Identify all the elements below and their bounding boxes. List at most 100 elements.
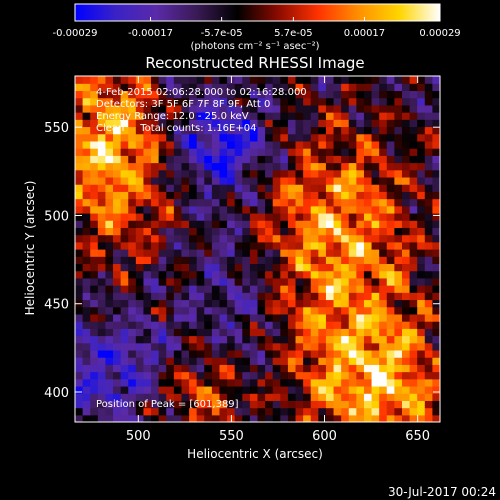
heatmap-cell (394, 162, 403, 171)
heatmap-cell (310, 364, 319, 373)
heatmap-cell (318, 119, 327, 128)
heatmap-cell (394, 414, 403, 422)
heatmap-cell (386, 176, 395, 185)
heatmap-cell (341, 76, 350, 84)
heatmap-cell (280, 342, 289, 351)
heatmap-cell (181, 292, 190, 301)
heatmap-cell (341, 335, 350, 344)
heatmap-cell (371, 393, 380, 401)
heatmap-cell (189, 270, 198, 279)
heatmap-cell (325, 83, 335, 92)
heatmap-cell (265, 270, 274, 279)
heatmap-cell (227, 227, 236, 236)
heatmap-cell (303, 90, 312, 99)
heatmap-cell (356, 176, 365, 185)
heatmap-cell (371, 306, 380, 315)
heatmap-cell (303, 212, 312, 221)
heatmap-cell (424, 400, 433, 409)
heatmap-cell (386, 328, 395, 337)
heatmap-cell (371, 184, 380, 192)
heatmap-cell (151, 357, 160, 365)
heatmap-cell (181, 378, 190, 387)
heatmap-cell (75, 76, 84, 84)
heatmap-cell (227, 292, 236, 301)
heatmap-cell (82, 328, 91, 337)
heatmap-cell (82, 407, 91, 416)
heatmap-cell (409, 126, 418, 135)
heatmap-cell (379, 292, 388, 301)
heatmap-cell (97, 285, 107, 293)
heatmap-cell (303, 184, 312, 192)
heatmap-cell (249, 277, 259, 286)
heatmap-cell (371, 234, 380, 243)
heatmap-cell (219, 285, 228, 293)
heatmap-cell (318, 234, 327, 243)
heatmap-cell (166, 148, 175, 156)
heatmap-cell (97, 155, 107, 164)
heatmap-cell (265, 277, 274, 286)
heatmap-cell (82, 342, 91, 351)
heatmap-cell (432, 306, 440, 315)
heatmap-cell (151, 198, 160, 207)
heatmap-cell (249, 407, 259, 416)
heatmap-cell (82, 292, 91, 301)
heatmap-cell (90, 400, 99, 409)
heatmap-cell (196, 400, 205, 409)
heatmap-cell (234, 133, 243, 142)
heatmap-cell (318, 285, 327, 293)
heatmap-cell (242, 126, 251, 135)
heatmap-cell (303, 393, 312, 401)
heatmap-cell (242, 285, 251, 293)
heatmap-cell (432, 155, 440, 164)
heatmap-cell (310, 241, 319, 250)
heatmap-cell (120, 414, 129, 422)
heatmap-cell (287, 119, 297, 128)
heatmap-cell (287, 176, 297, 185)
heatmap-cell (386, 292, 395, 301)
heatmap-cell (394, 198, 403, 207)
heatmap-cell (242, 176, 251, 185)
heatmap-cell (432, 378, 440, 387)
heatmap-cell (409, 263, 418, 272)
heatmap-cell (379, 256, 388, 265)
heatmap-cell (318, 299, 327, 308)
heatmap-cell (417, 162, 426, 171)
heatmap-cell (151, 176, 160, 185)
heatmap-cell (143, 198, 152, 207)
heatmap-cell (113, 292, 122, 301)
heatmap-cell (82, 176, 91, 185)
heatmap-cell (90, 90, 99, 99)
heatmap-cell (257, 285, 266, 293)
heatmap-cell (295, 313, 304, 322)
heatmap-cell (135, 371, 145, 380)
heatmap-cell (181, 198, 190, 207)
heatmap-cell (424, 104, 433, 113)
heatmap-cell (227, 306, 236, 315)
heatmap-cell (341, 328, 350, 337)
heatmap-cell (204, 234, 213, 243)
heatmap-cell (257, 97, 266, 106)
heatmap-cell (386, 148, 395, 156)
heatmap-cell (295, 285, 304, 293)
heatmap-cell (272, 328, 281, 337)
heatmap-cell (204, 97, 213, 106)
heatmap-cell (189, 133, 198, 142)
heatmap-cell (120, 385, 129, 394)
heatmap-cell (325, 148, 335, 156)
heatmap-cell (386, 414, 395, 422)
heatmap-cell (318, 112, 327, 120)
heatmap-cell (234, 241, 243, 250)
heatmap-cell (287, 241, 297, 250)
heatmap-cell (356, 306, 365, 315)
heatmap-cell (348, 76, 357, 84)
heatmap-cell (257, 385, 266, 394)
heatmap-cell (341, 184, 350, 192)
heatmap-cell (97, 76, 107, 84)
heatmap-cell (105, 378, 114, 387)
heatmap-cell (318, 104, 327, 113)
heatmap-cell (379, 285, 388, 293)
heatmap-cell (272, 241, 281, 250)
heatmap-cell (379, 371, 388, 380)
heatmap-cell (189, 256, 198, 265)
heatmap-cell (204, 328, 213, 337)
